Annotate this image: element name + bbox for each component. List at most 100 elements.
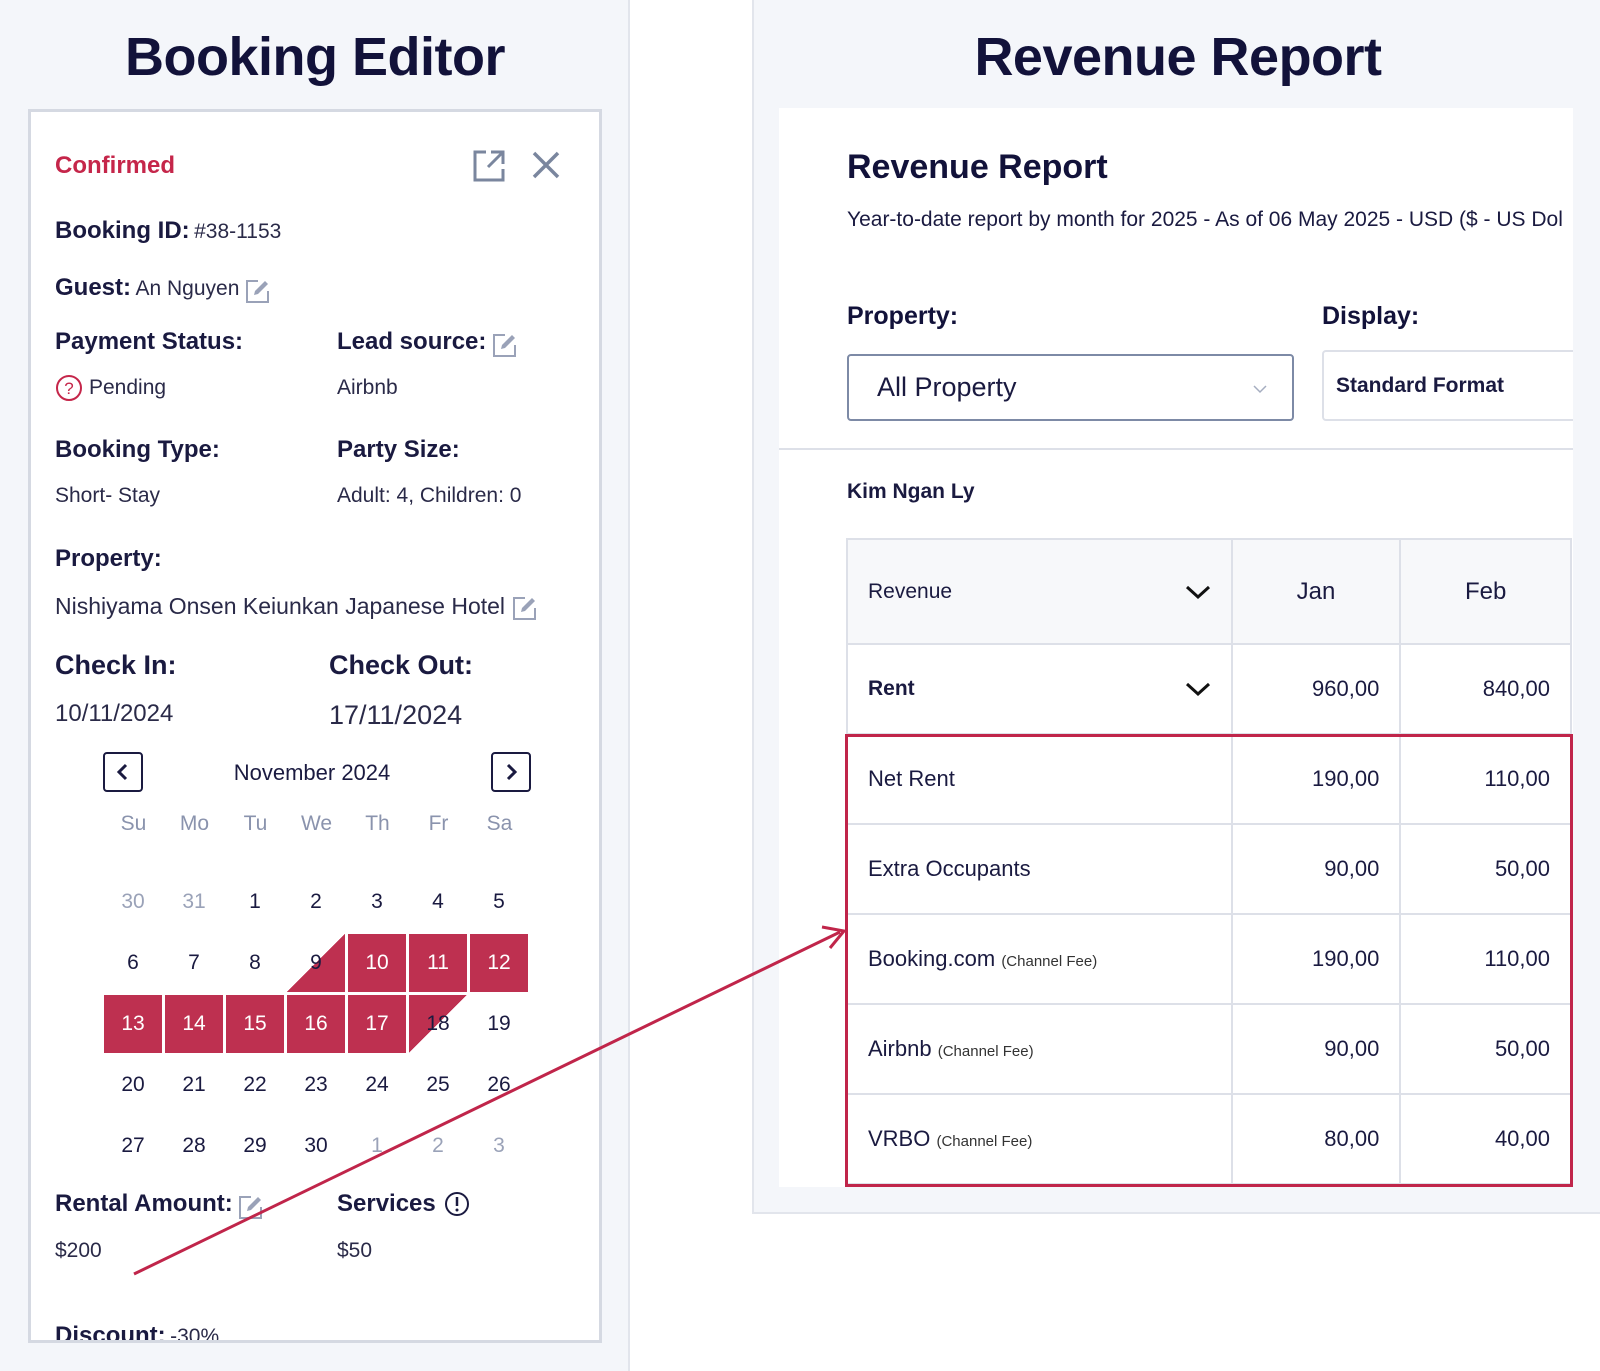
calendar-day[interactable]: 21	[182, 1073, 206, 1096]
party-size-label: Party Size:	[337, 436, 460, 463]
calendar-day[interactable]: 28	[182, 1134, 206, 1157]
calendar-day[interactable]: 3	[371, 890, 383, 913]
weekday-header: Mo	[179, 812, 210, 835]
table-row: Booking.com (Channel Fee) 190,00 110,00	[846, 913, 1572, 1005]
calendar-day[interactable]: 14	[165, 995, 223, 1053]
calendar-day[interactable]: 3	[493, 1134, 505, 1157]
calendar-day[interactable]: 27	[121, 1134, 145, 1157]
calendar-day[interactable]: 24	[365, 1073, 389, 1096]
calendar-day[interactable]: 6	[127, 951, 139, 974]
table-row: Net Rent 190,00 110,00	[846, 733, 1572, 825]
booking-type: Short- Stay	[55, 484, 161, 507]
weekday-header: Sa	[486, 812, 513, 835]
discount-label: Discount:	[55, 1322, 166, 1343]
calendar-day[interactable]: 2	[310, 890, 322, 913]
calendar-day[interactable]: 5	[493, 890, 505, 913]
calendar-day[interactable]: 4	[432, 890, 444, 913]
check-in-label: Check In:	[55, 650, 177, 680]
feb-value: 110,00	[1399, 913, 1572, 1005]
calendar-day[interactable]: 22	[243, 1073, 267, 1096]
table-row: Rent 960,00 840,00	[846, 643, 1572, 735]
row-label: Net Rent	[846, 733, 1233, 825]
edit-icon[interactable]	[244, 278, 270, 304]
calendar-day[interactable]: 18	[409, 995, 467, 1053]
svg-text:?: ?	[64, 379, 73, 398]
row-note: (Channel Fee)	[937, 1043, 1034, 1060]
calendar-day[interactable]: 15	[226, 995, 284, 1053]
calendar-day[interactable]: 19	[487, 1012, 511, 1035]
chevron-right-icon	[506, 763, 518, 781]
calendar-day[interactable]: 2	[432, 1134, 444, 1157]
services-label: Services	[337, 1190, 436, 1217]
property-filter-label: Property:	[847, 302, 959, 330]
booking-type-label: Booking Type:	[55, 436, 220, 463]
row-label: VRBO (Channel Fee)	[846, 1093, 1233, 1185]
calendar-day[interactable]: 8	[249, 951, 261, 974]
property-name: Nishiyama Onsen Keiunkan Japanese Hotel	[55, 593, 506, 619]
info-icon[interactable]	[444, 1191, 470, 1217]
calendar-day[interactable]: 23	[304, 1073, 328, 1096]
report-title: Revenue Report	[847, 148, 1108, 186]
revenue-table: Revenue Jan Feb Rent 960,00 840,00 Net Rent…	[846, 538, 1572, 1185]
feb-value: 840,00	[1399, 643, 1572, 735]
calendar-day[interactable]: 30	[304, 1134, 328, 1157]
display-select[interactable]: Standard Format	[1322, 350, 1573, 421]
calendar-day[interactable]: 1	[371, 1134, 383, 1157]
edit-icon[interactable]	[491, 332, 517, 358]
display-filter-label: Display:	[1322, 302, 1420, 330]
jan-value: 190,00	[1230, 733, 1402, 825]
table-header-row: Revenue Jan Feb	[846, 538, 1572, 645]
edit-icon[interactable]	[237, 1194, 263, 1220]
jan-value: 960,00	[1230, 643, 1402, 735]
calendar-day[interactable]: 25	[426, 1073, 450, 1096]
party-size: Adult: 4, Children: 0	[337, 484, 522, 507]
calendar-day[interactable]: 20	[121, 1073, 145, 1096]
next-month-button[interactable]	[491, 752, 531, 792]
feb-value: 110,00	[1399, 733, 1572, 825]
check-out-date[interactable]: 17/11/2024	[329, 700, 463, 730]
weekday-header: Th	[365, 812, 390, 835]
discount: -30%	[170, 1325, 220, 1343]
edit-icon[interactable]	[511, 595, 537, 621]
column-header-jan: Jan	[1230, 538, 1402, 645]
calendar-day[interactable]: 31	[182, 890, 206, 913]
calendar-day[interactable]: 7	[188, 951, 200, 974]
chevron-down-icon	[1253, 385, 1267, 394]
row-label: Airbnb (Channel Fee)	[846, 1003, 1233, 1095]
calendar-day[interactable]: 11	[409, 934, 467, 992]
panel-title: Booking Editor	[125, 27, 505, 87]
jan-value: 80,00	[1230, 1093, 1402, 1185]
close-icon[interactable]	[531, 150, 561, 180]
prev-month-button[interactable]	[103, 752, 143, 792]
calendar-month: November 2024	[233, 760, 391, 785]
calendar-day[interactable]: 29	[243, 1134, 267, 1157]
owner-name: Kim Ngan Ly	[847, 480, 975, 503]
booking-card: Confirmed Booking ID: #38-1153 Guest: An…	[28, 109, 602, 1343]
table-row: VRBO (Channel Fee) 80,00 40,00	[846, 1093, 1572, 1185]
display-select-value: Standard Format	[1336, 373, 1505, 397]
revenue-header[interactable]: Revenue	[846, 538, 1233, 645]
rent-row-label[interactable]: Rent	[846, 643, 1233, 735]
calendar-day[interactable]: 17	[348, 995, 406, 1053]
row-label: Booking.com (Channel Fee)	[846, 913, 1233, 1005]
payment-status-label: Payment Status:	[55, 328, 244, 355]
calendar-day[interactable]: 1	[249, 890, 261, 913]
open-external-icon[interactable]	[471, 148, 507, 184]
calendar-day[interactable]: 9	[287, 934, 345, 992]
property-select[interactable]: All Property	[847, 354, 1294, 421]
report-subtitle: Year-to-date report by month for 2025 - …	[847, 208, 1563, 231]
calendar-day[interactable]: 30	[121, 890, 145, 913]
calendar-day[interactable]: 26	[487, 1073, 511, 1096]
calendar-day[interactable]: 13	[104, 995, 162, 1053]
calendar-day[interactable]: 12	[470, 934, 528, 992]
calendar-day[interactable]: 16	[287, 995, 345, 1053]
feb-value: 50,00	[1399, 1003, 1572, 1095]
weekday-header: Tu	[243, 812, 268, 835]
calendar-day[interactable]: 10	[348, 934, 406, 992]
check-in-date[interactable]: 10/11/2024	[55, 700, 174, 727]
weekday-header: We	[300, 812, 333, 835]
feb-value: 50,00	[1399, 823, 1572, 915]
weekday-header: Fr	[428, 812, 449, 835]
status-label: Confirmed	[55, 152, 175, 179]
feb-value: 40,00	[1399, 1093, 1572, 1185]
